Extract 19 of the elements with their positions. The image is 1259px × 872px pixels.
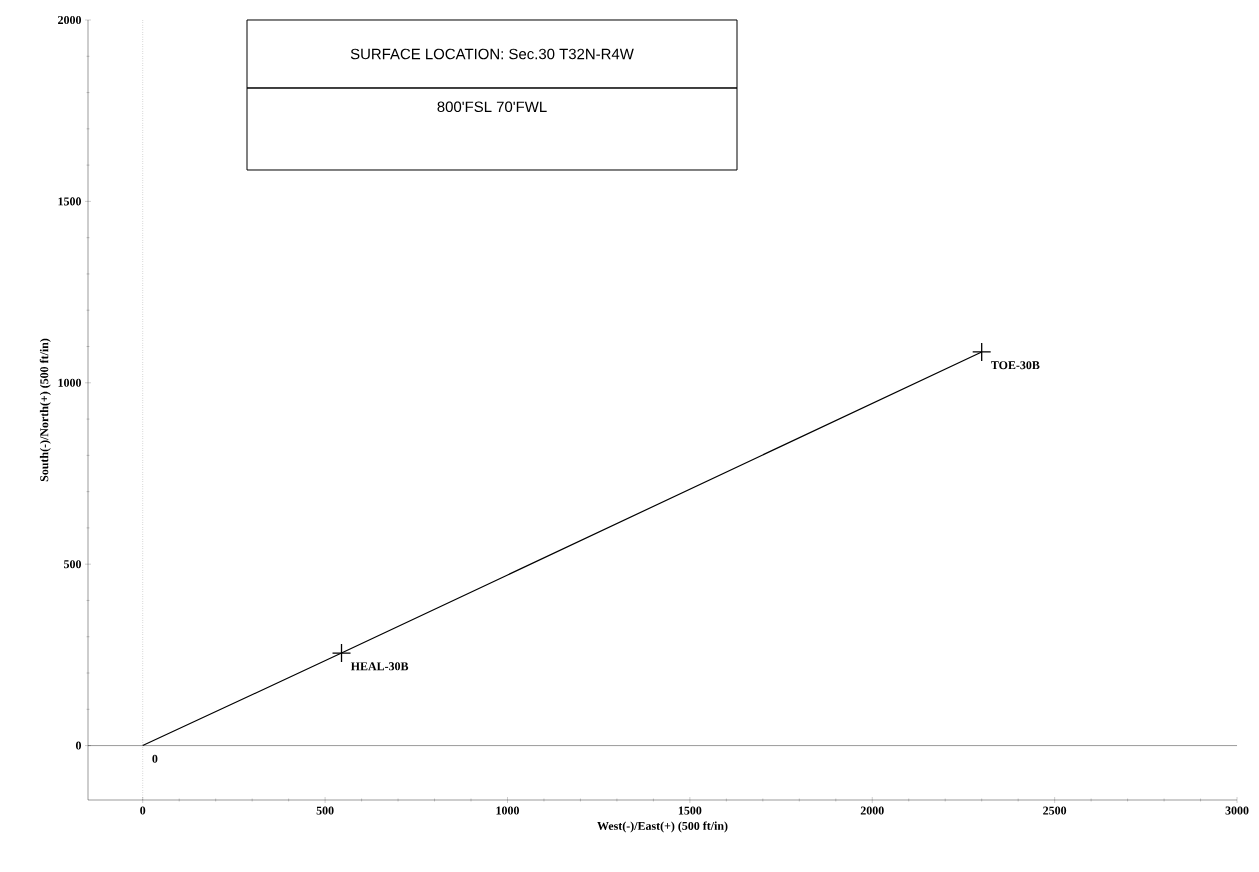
y-axis-title: South(-)/North(+) (500 ft/in) [39,338,51,482]
annotation: HEAL-30B [350,662,409,671]
annotation: SURFACE LOCATION: Sec.30 T32N-R4W [350,48,634,60]
x-tick-label: 0 [140,806,146,815]
annotation: TOE-30B [991,361,1040,370]
y-tick-label: 500 [64,560,82,569]
x-tick-label: 2000 [860,806,884,815]
y-tick-label: 2000 [58,15,82,25]
x-tick-label: 2500 [1043,806,1067,815]
y-tick-label: 0 [75,741,82,750]
annotation: 0 [152,754,158,763]
y-tick-label: 1000 [58,378,82,387]
x-tick-label: 1500 [678,806,702,815]
x-tick-label: 500 [316,806,334,815]
x-tick-label: 3000 [1225,806,1249,815]
annotation: 800'FSL 70'FWL [437,101,547,113]
x-axis-title: West(-)/East(+) (500 ft/in) [597,821,728,833]
y-tick-label: 1500 [58,197,82,206]
x-tick-label: 1000 [496,806,519,815]
